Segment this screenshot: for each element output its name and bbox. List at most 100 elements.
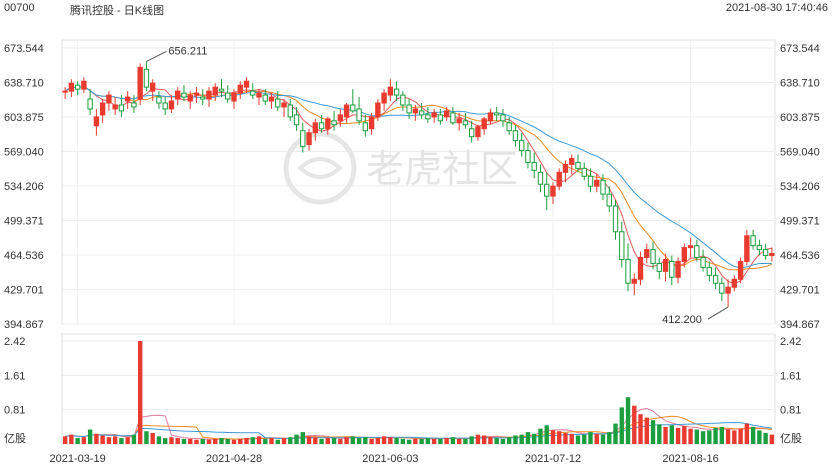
volume-bar [469,436,474,444]
candle [737,257,744,284]
volume-unit-label-right: 亿股 [780,432,802,445]
candle-body [143,68,150,88]
volume-bar [406,439,412,444]
volume-bar [600,434,606,444]
volume-bar [544,425,549,444]
volume-bar [106,437,112,444]
volume-panel-frame [61,333,776,445]
volume-bar [112,436,118,444]
candle [462,112,469,129]
candle [569,154,575,175]
candle [675,257,681,284]
volume-bar [81,437,87,444]
candle [594,174,600,193]
candle [400,91,406,111]
volume-bar [100,435,105,444]
candle-body [287,104,293,118]
candle-body [512,130,519,142]
volume-bar [350,436,356,444]
candle-body [381,92,387,104]
candle [443,106,450,121]
candle [225,85,231,104]
volume-bar [394,438,399,444]
watermark-text: 老虎社区 [366,149,518,191]
volume-bar [269,438,274,444]
header-datetime: 2021-08-30 17:40:46 [725,2,828,14]
volume-bar [607,432,612,444]
candle [519,132,525,157]
candle-body [300,130,306,148]
candle [744,229,750,266]
price-tick-label-left: 429.701 [4,285,44,297]
price-tick-label-right: 429.701 [780,285,820,297]
candle-body [750,235,756,247]
candle-body [368,116,375,130]
volume-bar [194,439,199,444]
volume-bar [313,437,318,444]
candle-body [387,86,394,96]
candle [556,168,562,191]
price-tick-label-left: 673.544 [4,43,44,55]
candle-body [318,122,325,130]
volume-bar [744,423,750,444]
candle-body [256,92,262,98]
volume-tick-label-right: 0.81 [780,405,801,417]
candle-body [575,161,581,169]
volume-bar [582,434,587,444]
candle [149,79,156,102]
candle [481,116,487,135]
candle-body [281,102,287,108]
price-tick-label-right: 603.875 [780,112,820,124]
candle [87,89,93,115]
candle [112,97,118,115]
candle-body [306,132,312,146]
candle-body [612,205,619,233]
volume-bar [131,434,137,444]
candle-body [487,112,494,122]
candle [168,95,175,113]
volume-bar [450,437,456,444]
candle-body [662,258,669,272]
candle [337,108,344,127]
candle [275,91,281,111]
candle [544,172,550,210]
min-price-leader [707,306,729,320]
volume-bar [682,426,687,444]
candle [625,243,631,292]
candle-body [619,231,625,260]
candle-body [581,167,587,177]
volume-bar [87,429,93,444]
candle [700,249,706,272]
candle [268,93,275,109]
candle [662,253,669,282]
candle [750,229,756,250]
candle-body [562,163,569,173]
candle-body [650,249,656,264]
volume-bar [363,437,368,444]
candle-body [131,102,137,108]
price-tick-label-right: 638.710 [780,77,820,89]
candle-body [225,92,231,100]
candle-body [312,122,318,134]
candle [187,91,193,109]
volume-bar [488,437,493,444]
candle-body [637,257,644,280]
candle [118,95,125,117]
candle [769,247,775,262]
volume-bar [513,435,518,444]
candle-body [731,278,738,288]
candle-body [362,122,369,132]
candle [93,108,100,136]
volume-bar [438,438,443,444]
candle [512,124,519,147]
volume-bar [244,438,249,444]
candle-body [706,266,713,276]
candle [81,77,87,94]
candlestick-series [62,61,775,308]
candle [362,114,369,137]
volume-bar [331,438,337,444]
volume-bar [675,427,681,444]
candle-body [462,120,469,126]
candle-body [569,157,575,165]
